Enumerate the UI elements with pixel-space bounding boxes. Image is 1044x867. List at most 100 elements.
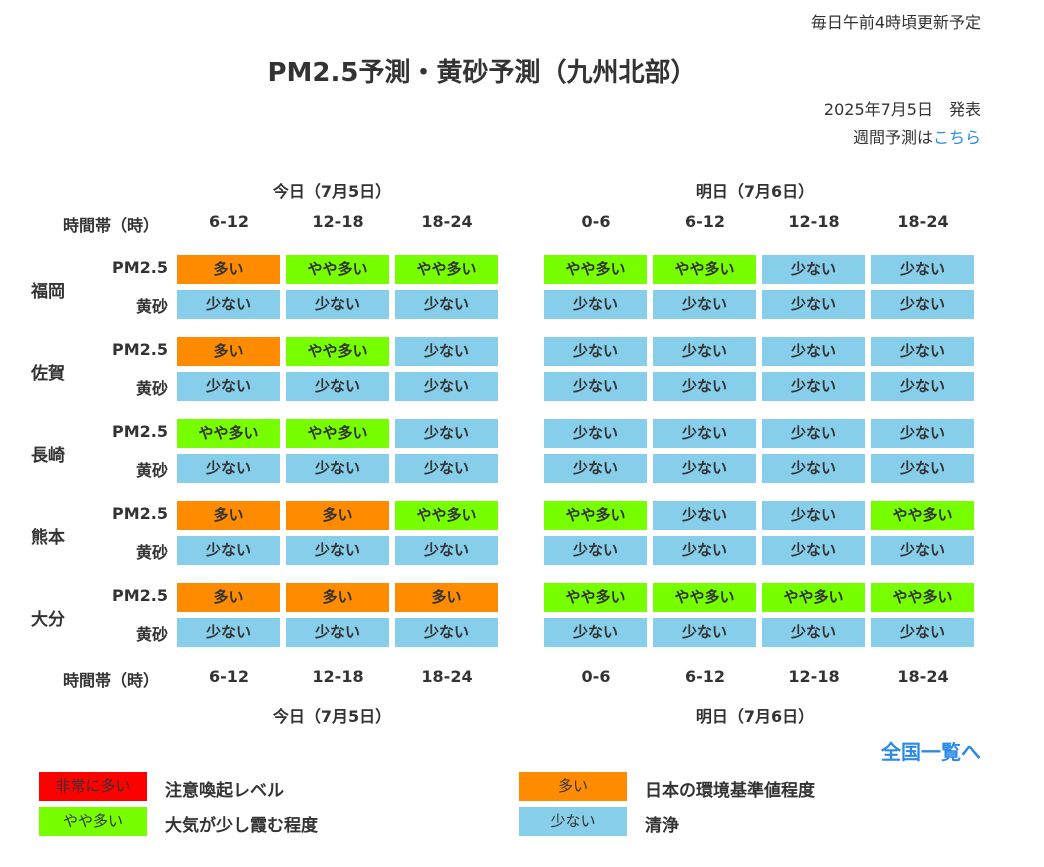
dust-forecast-cell: 少ない — [177, 618, 280, 647]
nationwide-list-link[interactable]: 全国一覧へ — [881, 740, 981, 764]
legend-swatch: 多い — [519, 772, 627, 801]
dust-forecast-cell: 少ない — [286, 454, 389, 483]
dust-forecast-cell: 少ない — [395, 290, 498, 319]
legend-description: 日本の環境基準値程度 — [645, 781, 815, 801]
pm25-forecast-cell: やや多い — [762, 583, 865, 612]
dust-forecast-cell: 少ない — [395, 536, 498, 565]
dust-forecast-cell: 少ない — [395, 372, 498, 401]
dust-forecast-cell: 少ない — [395, 618, 498, 647]
time-slot-top: 18-24 — [421, 212, 473, 231]
legend-description: 注意喚起レベル — [165, 781, 284, 801]
pm25-forecast-cell: 少ない — [762, 419, 865, 448]
time-slot-bottom: 6-12 — [684, 667, 726, 686]
city-name: 大分 — [31, 610, 65, 630]
pm25-forecast-cell: やや多い — [286, 337, 389, 366]
pm25-forecast-cell: やや多い — [653, 255, 756, 284]
dust-forecast-cell: 少ない — [762, 618, 865, 647]
time-slot-bottom: 18-24 — [421, 667, 473, 686]
city-name: 福岡 — [31, 282, 65, 302]
dust-forecast-cell: 少ない — [762, 454, 865, 483]
pm25-forecast-cell: 少ない — [653, 419, 756, 448]
page-title: PM2.5予測・黄砂予測（九州北部） — [267, 58, 697, 88]
weekly-forecast-line: 週間予測はこちら — [853, 124, 981, 148]
dust-forecast-cell: 少ない — [544, 536, 647, 565]
pm25-forecast-cell: 多い — [177, 501, 280, 530]
time-slot-bottom: 0-6 — [581, 667, 611, 686]
time-slot-top: 0-6 — [581, 212, 611, 231]
dust-forecast-cell: 少ない — [653, 372, 756, 401]
today-header-top: 今日（7月5日） — [272, 182, 392, 201]
dust-forecast-cell: 少ない — [762, 290, 865, 319]
dust-forecast-cell: 少ない — [871, 618, 974, 647]
dust-row-label: 黄砂 — [135, 543, 168, 562]
pm25-forecast-cell: 少ない — [653, 337, 756, 366]
dust-forecast-cell: 少ない — [544, 372, 647, 401]
pm25-forecast-cell: やや多い — [395, 501, 498, 530]
legend-swatch: 非常に多い — [39, 772, 147, 801]
dust-forecast-cell: 少ない — [286, 372, 389, 401]
pm25-forecast-cell: 多い — [286, 583, 389, 612]
dust-forecast-cell: 少ない — [177, 536, 280, 565]
pm25-forecast-cell: 少ない — [544, 419, 647, 448]
dust-row-label: 黄砂 — [135, 379, 168, 398]
time-slot-top: 12-18 — [788, 212, 840, 231]
weekly-forecast-prefix: 週間予測は — [852, 128, 933, 147]
dust-row-label: 黄砂 — [135, 461, 168, 480]
pm25-forecast-cell: 多い — [395, 583, 498, 612]
pm25-forecast-cell: やや多い — [544, 255, 647, 284]
time-slot-top: 18-24 — [897, 212, 949, 231]
city-name: 熊本 — [31, 528, 65, 548]
weekly-forecast-link[interactable]: こちら — [932, 128, 981, 147]
dust-forecast-cell: 少ない — [177, 454, 280, 483]
pm25-forecast-cell: 少ない — [544, 337, 647, 366]
dust-forecast-cell: 少ない — [177, 290, 280, 319]
dust-forecast-cell: 少ない — [653, 618, 756, 647]
time-slot-top: 6-12 — [208, 212, 250, 231]
pm25-forecast-cell: 多い — [177, 583, 280, 612]
legend-swatch: やや多い — [39, 807, 147, 836]
dust-forecast-cell: 少ない — [286, 536, 389, 565]
pm25-forecast-cell: やや多い — [177, 419, 280, 448]
legend-description: 清浄 — [645, 816, 679, 836]
dust-forecast-cell: 少ない — [871, 454, 974, 483]
dust-forecast-cell: 少ない — [762, 536, 865, 565]
pm25-forecast-cell: 少ない — [653, 501, 756, 530]
pm25-forecast-cell: 多い — [286, 501, 389, 530]
time-slot-top: 12-18 — [312, 212, 364, 231]
city-name: 佐賀 — [31, 364, 65, 384]
pm25-forecast-cell: やや多い — [395, 255, 498, 284]
pm25-row-label: PM2.5 — [112, 504, 168, 523]
time-slot-bottom: 12-18 — [312, 667, 364, 686]
time-slot-top: 6-12 — [684, 212, 726, 231]
dust-forecast-cell: 少ない — [395, 454, 498, 483]
dust-forecast-cell: 少ない — [544, 290, 647, 319]
dust-forecast-cell: 少ない — [762, 372, 865, 401]
legend-swatch: 少ない — [519, 807, 627, 836]
time-slot-bottom: 18-24 — [897, 667, 949, 686]
issued-date: 2025年7月5日 発表 — [823, 100, 981, 119]
dust-forecast-cell: 少ない — [544, 618, 647, 647]
pm25-row-label: PM2.5 — [112, 586, 168, 605]
dust-forecast-cell: 少ない — [653, 536, 756, 565]
tomorrow-header-bottom: 明日（7月6日） — [695, 707, 815, 726]
update-schedule-note: 毎日午前4時頃更新予定 — [810, 13, 981, 32]
pm25-forecast-cell: 少ない — [762, 337, 865, 366]
pm25-forecast-cell: やや多い — [286, 255, 389, 284]
pm25-row-label: PM2.5 — [112, 422, 168, 441]
time-slot-bottom: 6-12 — [208, 667, 250, 686]
dust-forecast-cell: 少ない — [653, 454, 756, 483]
pm25-row-label: PM2.5 — [112, 258, 168, 277]
dust-forecast-cell: 少ない — [871, 290, 974, 319]
pm25-forecast-cell: 多い — [177, 337, 280, 366]
dust-forecast-cell: 少ない — [871, 536, 974, 565]
dust-forecast-cell: 少ない — [871, 372, 974, 401]
pm25-forecast-cell: 少ない — [762, 501, 865, 530]
city-name: 長崎 — [31, 446, 65, 466]
pm25-forecast-cell: 少ない — [871, 337, 974, 366]
pm25-row-label: PM2.5 — [112, 340, 168, 359]
tomorrow-header-top: 明日（7月6日） — [695, 182, 815, 201]
dust-forecast-cell: 少ない — [653, 290, 756, 319]
pm25-forecast-cell: 少ない — [395, 337, 498, 366]
pm25-forecast-cell: 少ない — [871, 419, 974, 448]
dust-forecast-cell: 少ない — [286, 290, 389, 319]
